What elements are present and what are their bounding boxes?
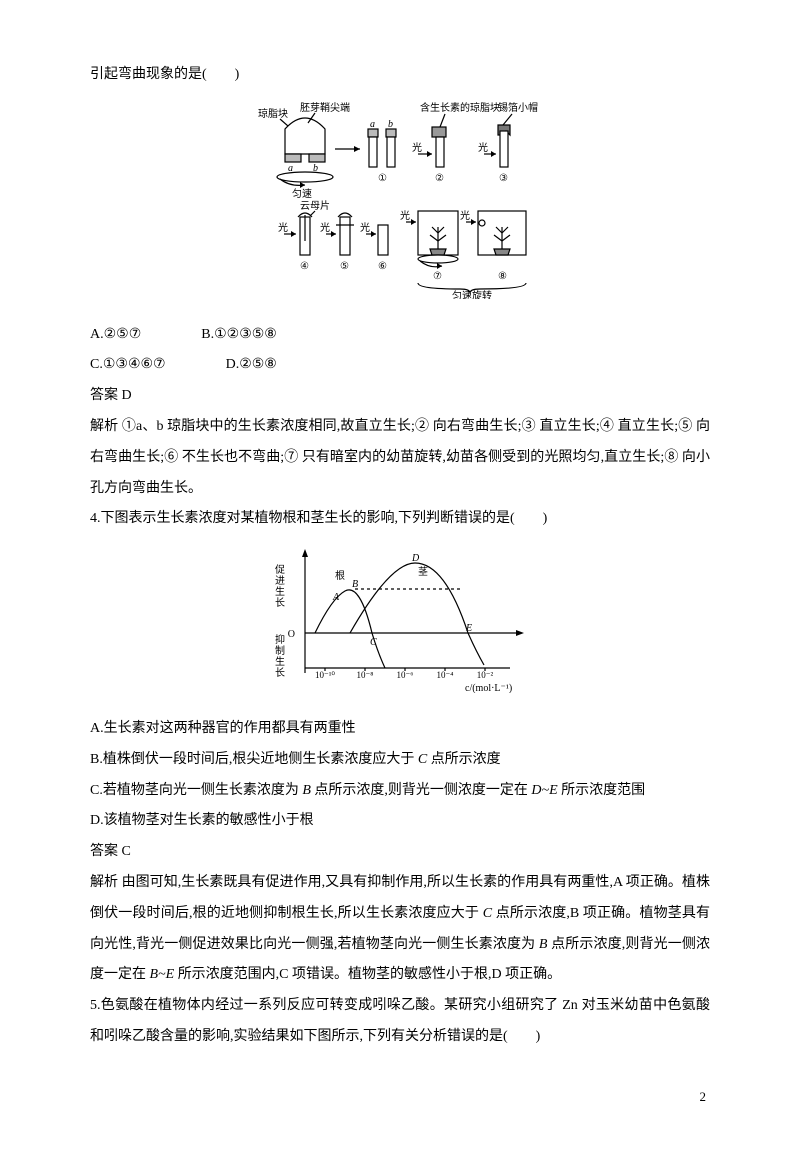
q-prev-option-d: D.②⑤⑧ xyxy=(226,350,277,381)
q-prev-diagram: 琼脂块 a b 匀速 胚芽鞘尖端 xyxy=(90,99,710,312)
num-8: ⑧ xyxy=(498,271,507,282)
q4-explain: 解析 由图可知,生长素既具有促进作用,又具有抑制作用,所以生长素的作用具有两重性… xyxy=(90,868,710,991)
label-rotate: 匀速旋转 xyxy=(452,289,492,299)
svg-text:B: B xyxy=(352,579,358,590)
label-light-3: 光 xyxy=(478,141,488,154)
label-a-2: a xyxy=(370,119,375,130)
svg-text:抑制生长: 抑制生长 xyxy=(275,634,285,679)
label-light-8: 光 xyxy=(460,209,470,222)
label-mica: 云母片 xyxy=(300,199,330,212)
q4-option-a: A.生长素对这两种器官的作用都具有两重性 xyxy=(90,714,710,745)
label-auxin-block: 含生长素的琼脂块 xyxy=(420,101,500,114)
q4-stem: 4.下图表示生长素浓度对某植物根和茎生长的影响,下列判断错误的是( ) xyxy=(90,504,710,535)
num-7: ⑦ xyxy=(433,271,442,282)
svg-text:A: A xyxy=(332,592,340,603)
q4-option-d: D.该植物茎对生长素的敏感性小于根 xyxy=(90,806,710,837)
svg-text:促进生长: 促进生长 xyxy=(275,563,285,609)
page-number: 2 xyxy=(90,1083,710,1112)
label-b-2: b xyxy=(388,119,393,130)
num-3: ③ xyxy=(499,173,508,184)
q-prev-stem-fragment: 引起弯曲现象的是( ) xyxy=(90,60,710,91)
label-light-7: 光 xyxy=(400,209,410,222)
svg-text:10⁻²: 10⁻² xyxy=(477,670,494,680)
svg-text:E: E xyxy=(465,623,472,634)
num-4: ④ xyxy=(300,261,309,272)
q-prev-answer: 答案 D xyxy=(90,381,710,412)
svg-text:10⁻⁸: 10⁻⁸ xyxy=(357,670,374,680)
q4-answer: 答案 C xyxy=(90,837,710,868)
q-prev-options-row2: C.①③④⑥⑦ D.②⑤⑧ xyxy=(90,350,710,381)
q-prev-options-row1: A.②⑤⑦ B.①②③⑤⑧ xyxy=(90,320,710,351)
q-prev-explain: 解析 ①a、b 琼脂块中的生长素浓度相同,故直立生长;② 向右弯曲生长;③ 直立… xyxy=(90,412,710,504)
svg-text:C: C xyxy=(370,637,377,648)
num-1: ① xyxy=(378,173,387,184)
q4-option-b: B.植株倒伏一段时间后,根尖近地侧生长素浓度应大于 C 点所示浓度 xyxy=(90,745,710,776)
origin-label: O xyxy=(288,629,295,640)
num-2: ② xyxy=(435,173,444,184)
q-prev-option-c: C.①③④⑥⑦ xyxy=(90,350,166,381)
label-light-5: 光 xyxy=(320,221,330,234)
label-foil-cap: 锡箔小帽 xyxy=(498,101,538,114)
label-uniform-speed: 匀速 xyxy=(292,188,312,200)
label-tip: 胚芽鞘尖端 xyxy=(300,101,350,114)
q4-option-c: C.若植物茎向光一侧生长素浓度为 B 点所示浓度,则背光一侧浓度一定在 D~E … xyxy=(90,776,710,807)
svg-text:10⁻¹⁰: 10⁻¹⁰ xyxy=(315,670,335,680)
q-prev-option-b: B.①②③⑤⑧ xyxy=(201,320,277,351)
svg-text:茎: 茎 xyxy=(418,566,428,578)
svg-text:根: 根 xyxy=(335,569,345,582)
num-6: ⑥ xyxy=(378,261,387,272)
label-light-4: 光 xyxy=(278,221,288,234)
q5-stem: 5.色氨酸在植物体内经过一系列反应可转变成吲哚乙酸。某研究小组研究了 Zn 对玉… xyxy=(90,991,710,1053)
svg-text:10⁻⁶: 10⁻⁶ xyxy=(397,670,414,680)
label-light-2: 光 xyxy=(412,141,422,154)
x-axis-label: c/(mol·L⁻¹) xyxy=(465,683,512,693)
svg-text:10⁻⁴: 10⁻⁴ xyxy=(437,670,454,680)
q4-chart: 促进生长 抑制生长 O A B C 根 D E 茎 xyxy=(90,543,710,706)
label-light-6: 光 xyxy=(360,221,370,234)
num-5: ⑤ xyxy=(340,261,349,272)
svg-text:D: D xyxy=(411,553,420,564)
q-prev-option-a: A.②⑤⑦ xyxy=(90,320,141,351)
label-agar: 琼脂块 xyxy=(258,107,288,120)
